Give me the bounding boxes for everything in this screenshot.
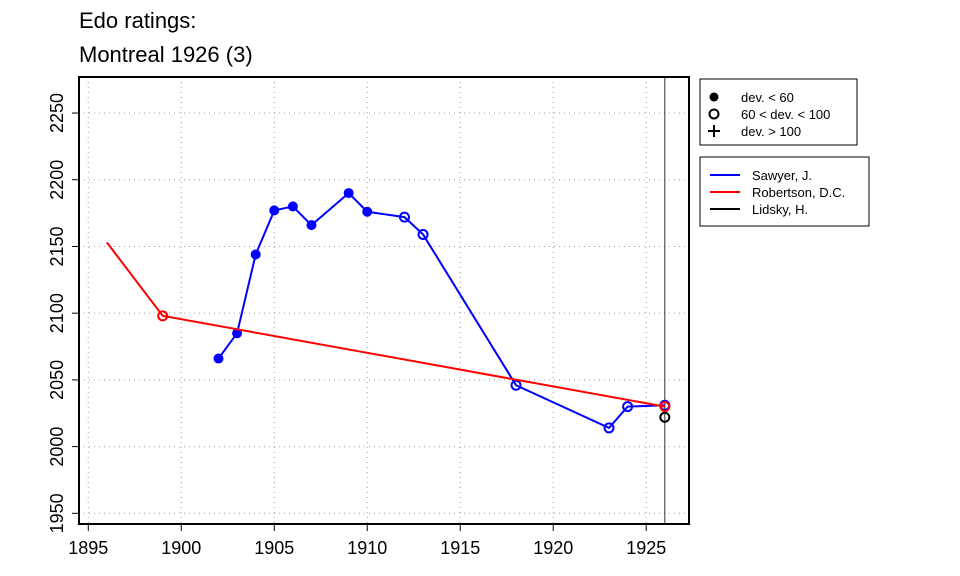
chart-subtitle: Montreal 1926 (3) <box>79 42 253 67</box>
data-point-filled <box>287 201 298 212</box>
data-point-filled <box>306 220 317 231</box>
series-legend-label: Lidsky, H. <box>752 202 808 217</box>
x-tick-label: 1900 <box>161 538 201 558</box>
series-layer <box>106 188 671 434</box>
series-line <box>217 191 665 430</box>
y-tick-label: 2250 <box>47 93 67 133</box>
y-tick-label: 2150 <box>47 226 67 266</box>
plot-frame <box>78 76 690 525</box>
data-point-open <box>510 379 522 391</box>
legend-filled-circle-icon <box>709 92 719 102</box>
data-point-open <box>603 422 615 434</box>
x-tick-label: 1905 <box>254 538 294 558</box>
data-point-open <box>659 401 671 413</box>
marker-legend-label: dev. < 60 <box>741 90 794 105</box>
series-sawyer-j <box>213 188 671 434</box>
chart-title: Edo ratings: <box>79 8 196 33</box>
data-point-filled <box>250 249 261 260</box>
y-axis: 1950 2000 2050 2100 2150 2200 2250 <box>47 93 80 533</box>
y-tick-label: 2200 <box>47 160 67 200</box>
data-point-open <box>417 228 429 240</box>
data-point-open <box>157 310 169 322</box>
x-tick-label: 1920 <box>533 538 573 558</box>
data-point-open <box>659 411 671 423</box>
series-line <box>106 241 666 408</box>
marker-legend-box <box>699 78 858 146</box>
series-lidsky-h <box>659 411 671 423</box>
data-point-filled <box>269 205 280 216</box>
marker-legend: dev. < 60 60 < dev. < 100 dev. > 100 <box>699 78 858 146</box>
y-tick-label: 2050 <box>47 360 67 400</box>
y-tick-label: 2000 <box>47 427 67 467</box>
data-point-open <box>622 401 634 413</box>
marker-legend-label: 60 < dev. < 100 <box>741 107 830 122</box>
x-tick-label: 1915 <box>440 538 480 558</box>
data-point-filled <box>213 353 224 364</box>
series-robertson-d-c <box>106 241 671 413</box>
data-point-filled <box>343 188 354 199</box>
series-legend: Sawyer, J. Robertson, D.C. Lidsky, H. <box>699 156 870 227</box>
x-tick-label: 1910 <box>347 538 387 558</box>
data-point-open <box>398 211 410 223</box>
legend-plus-icon <box>708 125 720 137</box>
y-tick-label: 2100 <box>47 293 67 333</box>
series-legend-label: Sawyer, J. <box>752 168 812 183</box>
y-tick-label: 1950 <box>47 493 67 533</box>
legend-open-circle-icon <box>708 108 720 120</box>
series-legend-label: Robertson, D.C. <box>752 185 845 200</box>
x-axis: 1895 1900 1905 1910 1915 1920 1925 <box>68 523 666 558</box>
x-tick-label: 1925 <box>626 538 666 558</box>
data-point-filled <box>362 206 373 217</box>
marker-legend-label: dev. > 100 <box>741 124 801 139</box>
x-tick-label: 1895 <box>68 538 108 558</box>
grid <box>79 77 689 524</box>
